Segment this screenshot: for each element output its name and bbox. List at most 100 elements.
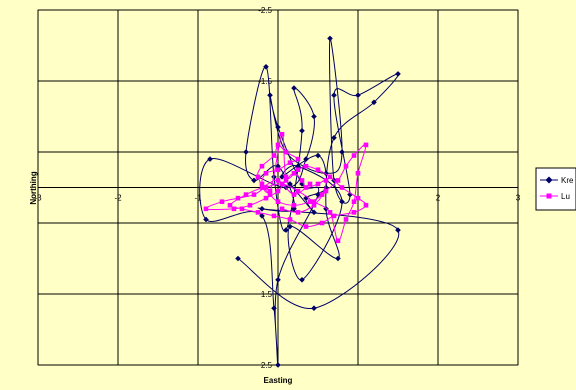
- data-point-lu: [319, 220, 325, 226]
- data-point-kre: [291, 206, 297, 212]
- data-point-kre: [299, 181, 305, 187]
- data-point-lu: [279, 206, 285, 212]
- data-point-lu: [203, 206, 209, 212]
- legend-marker-lu: [546, 193, 552, 199]
- y-tick-label: 1.5: [261, 290, 273, 299]
- data-point-kre: [275, 362, 281, 368]
- data-point-lu: [279, 131, 285, 137]
- data-point-lu: [343, 163, 349, 169]
- data-point-lu: [267, 188, 273, 194]
- data-point-kre: [339, 198, 345, 205]
- data-point-lu: [355, 171, 361, 176]
- legend-label-kre: Kre: [561, 176, 574, 185]
- data-point-kre: [275, 277, 281, 283]
- data-point-lu: [267, 192, 273, 197]
- data-point-kre: [271, 305, 277, 311]
- data-point-lu: [299, 178, 305, 183]
- data-point-kre: [335, 255, 341, 262]
- data-point-lu: [283, 149, 289, 155]
- data-point-kre: [303, 156, 309, 162]
- data-point-lu: [283, 178, 289, 183]
- data-point-kre: [287, 223, 293, 230]
- y-axis-title: Northing: [29, 171, 38, 204]
- data-point-kre: [275, 163, 281, 169]
- data-point-kre: [291, 85, 297, 91]
- data-point-kre: [395, 227, 401, 233]
- data-point-lu: [275, 142, 281, 148]
- data-point-lu: [363, 142, 369, 148]
- data-point-kre: [275, 124, 281, 130]
- data-point-lu: [263, 195, 269, 201]
- data-point-lu: [319, 192, 325, 197]
- data-point-lu: [323, 178, 329, 183]
- data-point-lu: [307, 199, 313, 204]
- data-point-lu: [343, 217, 349, 222]
- x-tick-label: -2: [114, 194, 122, 203]
- data-point-lu: [259, 185, 265, 190]
- data-point-lu: [331, 213, 337, 219]
- data-point-lu: [275, 167, 281, 173]
- data-point-lu: [255, 210, 261, 215]
- y-tick-labels: 2.5 1.5 -1.5 -2.5: [258, 6, 272, 370]
- x-tick-labels: -3 -2 -1 2 3: [34, 194, 520, 203]
- series-kre: [199, 35, 401, 368]
- data-point-lu: [275, 199, 281, 204]
- data-point-lu: [275, 188, 281, 194]
- data-point-kre: [207, 156, 213, 162]
- data-point-lu: [351, 210, 357, 215]
- data-point-kre: [263, 64, 269, 70]
- data-point-lu: [315, 167, 321, 173]
- data-point-lu: [239, 206, 245, 212]
- data-point-lu: [303, 224, 309, 229]
- data-point-kre: [331, 92, 337, 98]
- data-point-kre: [299, 127, 305, 134]
- data-point-kre: [311, 305, 317, 311]
- data-point-lu: [351, 199, 357, 204]
- data-point-lu: [247, 202, 253, 208]
- data-point-lu: [271, 153, 277, 158]
- data-point-kre: [311, 209, 317, 216]
- data-point-kre: [295, 163, 301, 169]
- data-point-lu: [335, 238, 341, 244]
- legend: Kre Lu: [535, 167, 576, 211]
- data-point-kre: [279, 174, 285, 180]
- x-tick-label: -1: [194, 194, 202, 203]
- series-line-lu: [205, 133, 367, 242]
- data-point-kre: [331, 135, 337, 141]
- data-point-lu: [251, 192, 257, 197]
- data-point-kre: [339, 149, 345, 155]
- data-point-lu: [243, 192, 249, 197]
- data-point-lu: [291, 171, 297, 176]
- data-point-lu: [259, 163, 265, 169]
- data-point-lu: [355, 195, 361, 201]
- data-point-lu: [307, 181, 313, 187]
- data-point-kre: [347, 191, 353, 198]
- data-point-lu: [291, 202, 297, 208]
- y-tick-label: 2.5: [261, 361, 273, 370]
- data-point-lu: [263, 171, 269, 176]
- data-point-lu: [339, 185, 345, 190]
- data-point-lu: [279, 181, 285, 187]
- x-tick-label: 2: [436, 194, 441, 203]
- data-point-lu: [275, 178, 281, 183]
- data-point-lu: [271, 213, 277, 219]
- data-point-lu: [327, 174, 333, 180]
- data-point-kre: [311, 113, 317, 120]
- data-point-lu: [315, 181, 321, 187]
- data-point-lu: [287, 217, 293, 222]
- data-point-kre: [243, 149, 249, 155]
- data-point-lu: [295, 210, 301, 215]
- series-lu: [203, 131, 369, 244]
- data-point-kre: [259, 213, 265, 219]
- x-tick-label: -3: [34, 194, 42, 203]
- data-point-lu: [311, 202, 317, 208]
- legend-box: [535, 167, 576, 211]
- data-point-lu: [311, 199, 317, 204]
- data-point-lu: [327, 210, 333, 215]
- data-point-lu: [255, 174, 261, 180]
- legend-marker-kre: [545, 176, 553, 184]
- data-point-lu: [219, 199, 225, 204]
- data-point-kre: [267, 92, 273, 98]
- data-point-lu: [263, 185, 269, 190]
